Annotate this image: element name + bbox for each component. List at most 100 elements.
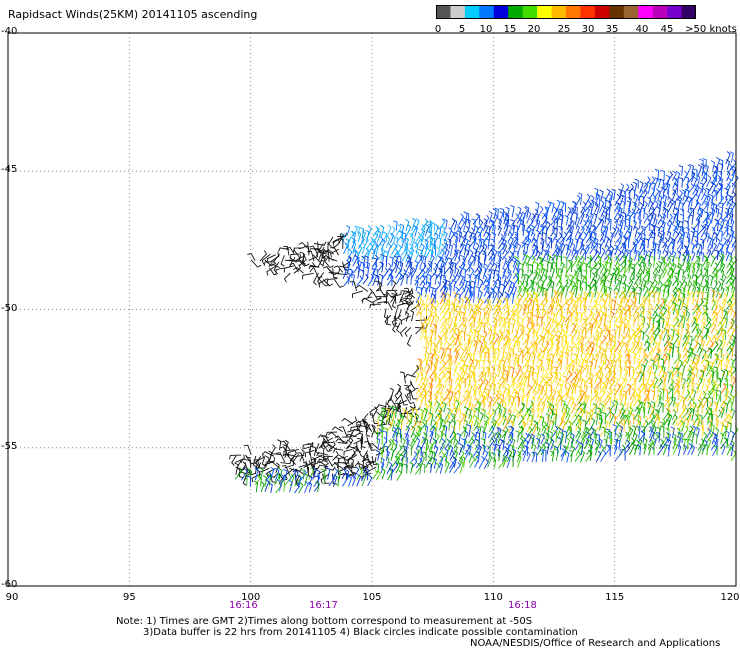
wind-barb: [650, 290, 656, 303]
wind-barb: [729, 151, 734, 163]
wind-barb: [507, 409, 512, 421]
wind-barb: [625, 414, 630, 426]
wind-barb: [505, 383, 510, 395]
wind-barb: [507, 231, 513, 244]
wind-barb: [476, 400, 481, 413]
wind-barb: [575, 194, 581, 207]
wind-barb: [624, 237, 630, 249]
wind-barb: [424, 321, 429, 334]
wind-barb: [515, 297, 520, 309]
wind-barb: [505, 388, 511, 402]
wind-barb: [619, 402, 625, 414]
wind-barb: [280, 459, 292, 465]
wind-barb: [448, 335, 456, 347]
wind-barb: [578, 311, 583, 323]
wind-barb: [587, 395, 592, 408]
wind-barb: [438, 402, 445, 413]
wind-barb: [690, 291, 695, 305]
wind-barb: [444, 255, 449, 267]
wind-barb: [564, 285, 569, 297]
wind-barb: [642, 285, 649, 298]
wind-barb: [647, 206, 656, 218]
wind-barb: [671, 237, 676, 250]
map-title: Rapidsact Winds(25KM) 20141105 ascending: [8, 8, 258, 21]
wind-barb: [643, 393, 649, 407]
wind-barb: [459, 243, 465, 254]
wind-barb: [363, 458, 373, 468]
wind-barb: [549, 339, 554, 352]
wind-barb: [406, 334, 413, 347]
wind-barb: [726, 267, 733, 279]
wind-barb: [469, 352, 475, 366]
wind-barb: [637, 297, 645, 310]
wind-barb: [269, 473, 277, 483]
wind-barb: [468, 291, 474, 304]
wind-barb: [633, 340, 639, 353]
wind-barb: [308, 463, 315, 474]
wind-barb: [730, 358, 735, 371]
wind-barb: [363, 440, 373, 449]
wind-barb: [461, 438, 466, 450]
wind-barb: [342, 256, 352, 267]
wind-barb: [424, 224, 430, 237]
wind-barb: [289, 473, 295, 487]
wind-barb: [554, 448, 560, 461]
wind-barb: [498, 316, 503, 327]
wind-barb: [482, 366, 490, 378]
wind-barb: [522, 372, 527, 384]
wind-barb: [395, 224, 402, 237]
wind-barb: [598, 413, 603, 425]
wind-barb: [724, 368, 729, 382]
wind-barb: [634, 311, 640, 323]
wind-barb: [624, 297, 629, 309]
wind-barb: [415, 457, 423, 469]
wind-barb: [526, 451, 531, 462]
wind-barb: [503, 351, 509, 365]
wind-barb: [648, 323, 655, 335]
wind-barb: [713, 189, 718, 201]
wind-barb: [299, 469, 307, 481]
wind-barb: [561, 419, 567, 433]
wind-barb: [482, 330, 488, 341]
wind-barb: [535, 219, 541, 232]
wind-barb: [436, 274, 441, 285]
wind-barb: [619, 420, 624, 432]
wind-barb: [674, 367, 679, 378]
wind-barb: [629, 442, 635, 456]
wind-barb: [420, 224, 426, 237]
wind-barb: [490, 238, 495, 250]
wind-barb: [515, 339, 521, 352]
wind-barb: [692, 413, 699, 426]
wind-barb: [680, 225, 685, 237]
wind-barb: [496, 290, 503, 304]
wind-barb: [583, 359, 589, 370]
wind-barb: [565, 370, 573, 383]
wind-barb: [405, 419, 412, 431]
wind-barb: [280, 480, 286, 492]
wind-barb: [435, 462, 440, 474]
wind-barb: [522, 303, 528, 316]
wind-barb: [545, 243, 551, 256]
wind-barb: [603, 210, 608, 224]
wind-barb: [614, 225, 620, 238]
wind-barb: [440, 285, 447, 298]
wind-barb: [322, 473, 327, 486]
wind-barb: [691, 372, 696, 384]
wind-barb: [511, 382, 519, 395]
wind-barb: [553, 371, 558, 384]
wind-barb: [483, 299, 490, 310]
wind-barb: [432, 426, 437, 439]
wind-barb: [415, 218, 420, 230]
wind-barb: [416, 389, 422, 402]
wind-barb: [628, 299, 635, 311]
wind-barb: [439, 395, 445, 407]
wind-barb: [576, 394, 584, 407]
wind-barb: [701, 376, 706, 390]
wind-barb: [439, 243, 445, 255]
wind-barb: [662, 267, 667, 279]
wind-barb: [713, 299, 719, 311]
wind-barb: [353, 466, 360, 480]
wind-barb: [438, 267, 443, 280]
plot-frame: [7, 32, 737, 587]
wind-barb: [317, 466, 327, 475]
